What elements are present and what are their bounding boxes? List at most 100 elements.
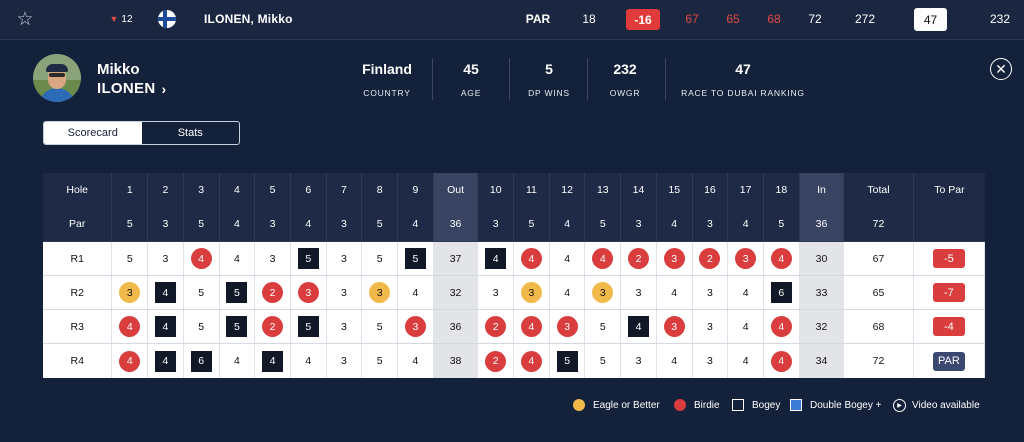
hole-score-cell: 4	[728, 276, 764, 309]
par-score: 5	[198, 320, 205, 333]
hole-score-cell: 4	[184, 242, 220, 275]
par-score: 5	[376, 320, 383, 333]
header-out: Out	[433, 173, 479, 207]
bogey-score: 5	[556, 350, 578, 372]
header-hole-number: 13	[585, 173, 622, 207]
par-score: 3	[269, 252, 276, 265]
hole-score-cell: 3	[327, 344, 363, 378]
leaderboard-par: PAR	[525, 12, 551, 26]
round-out: 38	[433, 344, 479, 378]
bogey-score: 5	[226, 282, 248, 303]
bogey-score: 4	[154, 316, 176, 337]
par-score: 4	[233, 252, 240, 265]
stat-dp-wins: 5 DP WINS	[528, 61, 570, 98]
round-to-par-cell: -5	[914, 242, 986, 275]
header-in: In	[799, 173, 845, 207]
eagle-swatch-icon	[573, 399, 585, 411]
leaderboard-thru: 18	[582, 12, 596, 26]
par-value: 5	[112, 207, 149, 241]
hole-score-cell: 3	[291, 276, 327, 309]
hole-score-cell: 5	[362, 344, 399, 378]
hole-score-cell: 4	[478, 242, 515, 275]
header-hole-number: 18	[764, 173, 800, 207]
divider	[509, 58, 510, 100]
header-hole-number: 7	[327, 173, 363, 207]
favourite-star-icon[interactable]: ☆	[16, 8, 34, 30]
leaderboard-row[interactable]: ☆ ▼ 12 ILONEN, Mikko PAR 18 -16 67 65 68 …	[0, 0, 1024, 40]
hole-score-cell: 4	[550, 242, 586, 275]
par-score: 5	[376, 355, 383, 367]
round-row-r3: R3 4 4 5 5 2 5 3 5 3 36 2 4 3 5 4 3 3 4 4 32 68 -4	[43, 310, 986, 344]
hole-score-cell: 2	[621, 242, 657, 275]
round-row-r1: R1 5 3 4 4 3 5 3 5 5 37 4 4 4 4 2 3 2 3 4 30 67 -5	[43, 242, 986, 276]
to-par-badge: -4	[932, 317, 965, 336]
birdie-score: 4	[520, 316, 542, 337]
bogey-score: 5	[297, 248, 319, 269]
stat-age: 45 AGE	[460, 61, 482, 98]
par-value: 4	[728, 207, 764, 241]
birdie-score: 4	[119, 316, 141, 337]
player-first-name: Mikko	[97, 61, 140, 78]
par-value: 5	[764, 207, 800, 241]
par-value: 4	[657, 207, 693, 241]
birdie-score: 4	[770, 350, 792, 372]
hole-score-cell: 6	[184, 344, 220, 378]
round-in: 33	[799, 276, 845, 309]
hole-score-cell: 4	[291, 344, 327, 378]
header-hole-number: 8	[362, 173, 399, 207]
par-value: 3	[148, 207, 184, 241]
round-total: 65	[844, 276, 914, 309]
hole-score-cell: 3	[514, 276, 550, 309]
hole-score-cell: 6	[764, 276, 800, 309]
player-profile-link[interactable]: ILONEN ›	[97, 80, 166, 97]
close-icon[interactable]: ✕	[990, 58, 1012, 80]
hole-score-cell: 5	[362, 242, 399, 275]
hole-score-cell: 4	[621, 310, 657, 343]
header-hole-number: 11	[514, 173, 550, 207]
hole-score-cell: 2	[693, 242, 729, 275]
hole-score-cell: 4	[514, 242, 550, 275]
hole-score-cell: 4	[220, 242, 256, 275]
hole-score-cell: 3	[362, 276, 399, 309]
par-value: 4	[220, 207, 256, 241]
bogey-score: 4	[628, 316, 650, 337]
tab-stats[interactable]: Stats	[177, 127, 203, 139]
bogey-score: 4	[262, 350, 284, 372]
par-score: 3	[635, 355, 642, 367]
par-row: Par 5 3 5 4 3 4 3 5 4 36 3 5 4 5 3 4 3 4 5 36 72	[43, 207, 985, 242]
par-score: 3	[492, 286, 499, 299]
header-hole-number: 10	[478, 173, 515, 207]
header-to-par: To Par	[934, 184, 965, 196]
hole-score-cell: 2	[255, 276, 291, 309]
hole-score-cell: 4	[112, 344, 149, 378]
birdie-score: 2	[262, 316, 284, 337]
header-hole-number: 4	[220, 173, 256, 207]
eagle-score: 3	[119, 282, 141, 303]
hole-score-cell: 4	[148, 344, 184, 378]
birdie-score: 3	[297, 282, 319, 303]
round-label: R2	[43, 276, 113, 309]
hole-score-cell: 4	[148, 276, 184, 309]
tab-scorecard[interactable]: Scorecard	[44, 122, 142, 144]
stat-country: Finland COUNTRY	[362, 61, 412, 98]
par-score: 4	[742, 355, 749, 367]
header-hole-number: 5	[255, 173, 291, 207]
hole-score-cell: 3	[657, 242, 693, 275]
birdie-score: 4	[770, 316, 792, 337]
round-out: 32	[433, 276, 479, 309]
bogey-score: 6	[770, 282, 792, 303]
par-score: 3	[162, 252, 169, 265]
play-icon: ▶	[893, 398, 906, 412]
eagle-score: 3	[592, 282, 614, 303]
birdie-score: 3	[735, 248, 757, 269]
birdie-score: 2	[699, 248, 721, 269]
to-par-badge: -7	[932, 283, 965, 302]
hole-score-cell: 5	[184, 276, 220, 309]
round-row-r2: R2 3 4 5 5 2 3 3 3 4 32 3 3 4 3 3 4 3 4 6 33 65 -7	[43, 276, 986, 310]
hole-score-cell: 3	[693, 310, 729, 343]
birdie-score: 4	[190, 248, 212, 269]
leaderboard-player-name[interactable]: ILONEN, Mikko	[204, 12, 293, 26]
hole-score-cell: 5	[112, 242, 149, 275]
hole-score-cell: 3	[585, 276, 622, 309]
eagle-score: 3	[369, 282, 391, 303]
